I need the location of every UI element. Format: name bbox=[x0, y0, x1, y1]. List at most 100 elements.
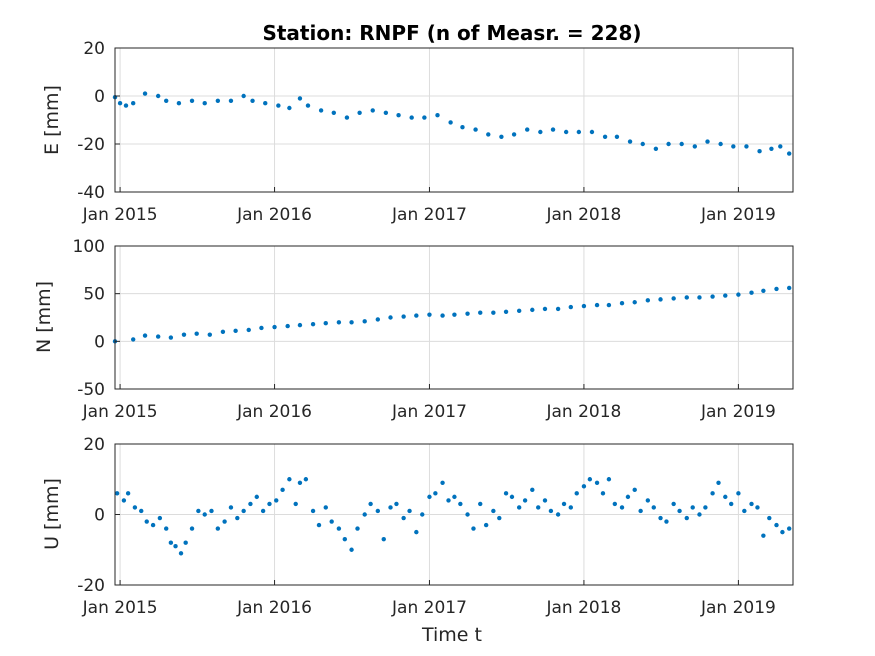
data-point bbox=[178, 551, 184, 556]
panel-up: 200-20 Jan 2015 Jan 2016 Jan 2017 Jan 2018 J… bbox=[41, 435, 794, 618]
x-axis-label: Time t bbox=[421, 624, 482, 646]
data-point bbox=[303, 477, 309, 482]
data-point bbox=[542, 306, 548, 312]
data-point bbox=[209, 508, 214, 514]
data-point bbox=[259, 325, 264, 331]
data-point bbox=[440, 313, 445, 318]
data-point bbox=[396, 113, 401, 118]
data-point bbox=[731, 144, 736, 149]
data-point bbox=[786, 285, 792, 291]
data-point bbox=[235, 515, 240, 521]
y-tick-label: 0 bbox=[94, 87, 105, 107]
data-point bbox=[778, 144, 783, 149]
data-point bbox=[561, 501, 567, 507]
data-point bbox=[342, 536, 348, 542]
x-tick-label: Jan 2016 bbox=[236, 402, 312, 422]
x-tick-label: Jan 2019 bbox=[700, 402, 776, 422]
y-tick-label: 0 bbox=[94, 332, 105, 352]
data-point bbox=[155, 93, 161, 99]
data-point bbox=[536, 505, 541, 510]
data-point bbox=[671, 296, 676, 301]
data-point bbox=[228, 505, 234, 510]
data-point bbox=[207, 332, 213, 337]
data-point bbox=[202, 101, 207, 106]
data-point bbox=[194, 331, 199, 336]
data-point bbox=[220, 329, 226, 334]
data-point bbox=[433, 491, 438, 496]
data-point bbox=[736, 292, 741, 297]
data-point bbox=[407, 508, 412, 514]
x-tick-label: Jan 2018 bbox=[545, 205, 621, 225]
x-tick-label: Jan 2016 bbox=[236, 598, 312, 618]
data-point bbox=[344, 115, 350, 120]
data-point bbox=[697, 512, 702, 517]
data-point bbox=[749, 290, 754, 295]
data-point bbox=[503, 309, 509, 314]
data-point bbox=[121, 498, 127, 503]
data-point bbox=[142, 91, 148, 96]
y-tick-label: -40 bbox=[77, 183, 105, 203]
data-point bbox=[522, 498, 528, 503]
data-point bbox=[409, 115, 414, 120]
data-point bbox=[331, 110, 337, 116]
y-tick-label: -20 bbox=[77, 576, 105, 596]
data-point bbox=[375, 317, 381, 322]
points-up bbox=[114, 477, 792, 556]
data-point bbox=[555, 512, 561, 517]
data-point bbox=[786, 151, 792, 156]
data-point bbox=[130, 337, 136, 342]
data-point bbox=[744, 144, 749, 149]
data-point bbox=[684, 295, 689, 300]
data-point bbox=[769, 146, 774, 151]
y-ticks-north: 100 50 0 -50 bbox=[73, 237, 120, 400]
data-point bbox=[671, 501, 676, 507]
x-tick-label: Jan 2017 bbox=[391, 205, 467, 225]
data-point bbox=[645, 498, 651, 503]
data-point bbox=[491, 310, 496, 315]
y-tick-label: 50 bbox=[83, 285, 105, 305]
data-point bbox=[619, 301, 625, 306]
data-point bbox=[780, 529, 785, 535]
data-point bbox=[786, 526, 792, 531]
panel-east: 200-20-40 Jan 2015 Jan 2016 Jan 2017 Jan 20… bbox=[41, 39, 794, 225]
data-point bbox=[241, 508, 246, 514]
data-point bbox=[614, 134, 620, 139]
data-point bbox=[542, 498, 548, 503]
data-point bbox=[222, 519, 227, 524]
data-point bbox=[435, 113, 440, 118]
data-point bbox=[471, 526, 476, 531]
data-point bbox=[550, 127, 556, 132]
data-point bbox=[401, 515, 406, 521]
data-point bbox=[581, 303, 587, 309]
data-point bbox=[293, 501, 298, 507]
data-point bbox=[465, 311, 470, 316]
data-point bbox=[568, 505, 574, 510]
data-point bbox=[705, 139, 710, 144]
data-point bbox=[710, 491, 715, 496]
data-point bbox=[228, 98, 234, 104]
data-point bbox=[530, 487, 535, 493]
data-point bbox=[677, 508, 682, 514]
data-point bbox=[114, 491, 120, 496]
data-point bbox=[215, 526, 221, 531]
data-point bbox=[761, 288, 766, 294]
x-tick-label: Jan 2018 bbox=[545, 402, 621, 422]
data-point bbox=[446, 498, 451, 503]
data-point bbox=[664, 519, 669, 524]
data-point bbox=[538, 129, 543, 135]
data-point bbox=[414, 529, 419, 535]
data-point bbox=[478, 501, 483, 507]
y-tick-label: 0 bbox=[94, 506, 105, 526]
axes-frame-north bbox=[114, 245, 794, 390]
y-tick-label: 100 bbox=[73, 237, 105, 257]
data-point bbox=[548, 508, 554, 514]
data-point bbox=[370, 108, 375, 113]
data-point bbox=[589, 129, 595, 135]
data-point bbox=[491, 508, 496, 514]
data-point bbox=[576, 129, 582, 135]
data-point bbox=[183, 540, 188, 545]
data-point bbox=[310, 321, 316, 327]
data-point bbox=[125, 491, 131, 496]
data-point bbox=[349, 547, 354, 552]
